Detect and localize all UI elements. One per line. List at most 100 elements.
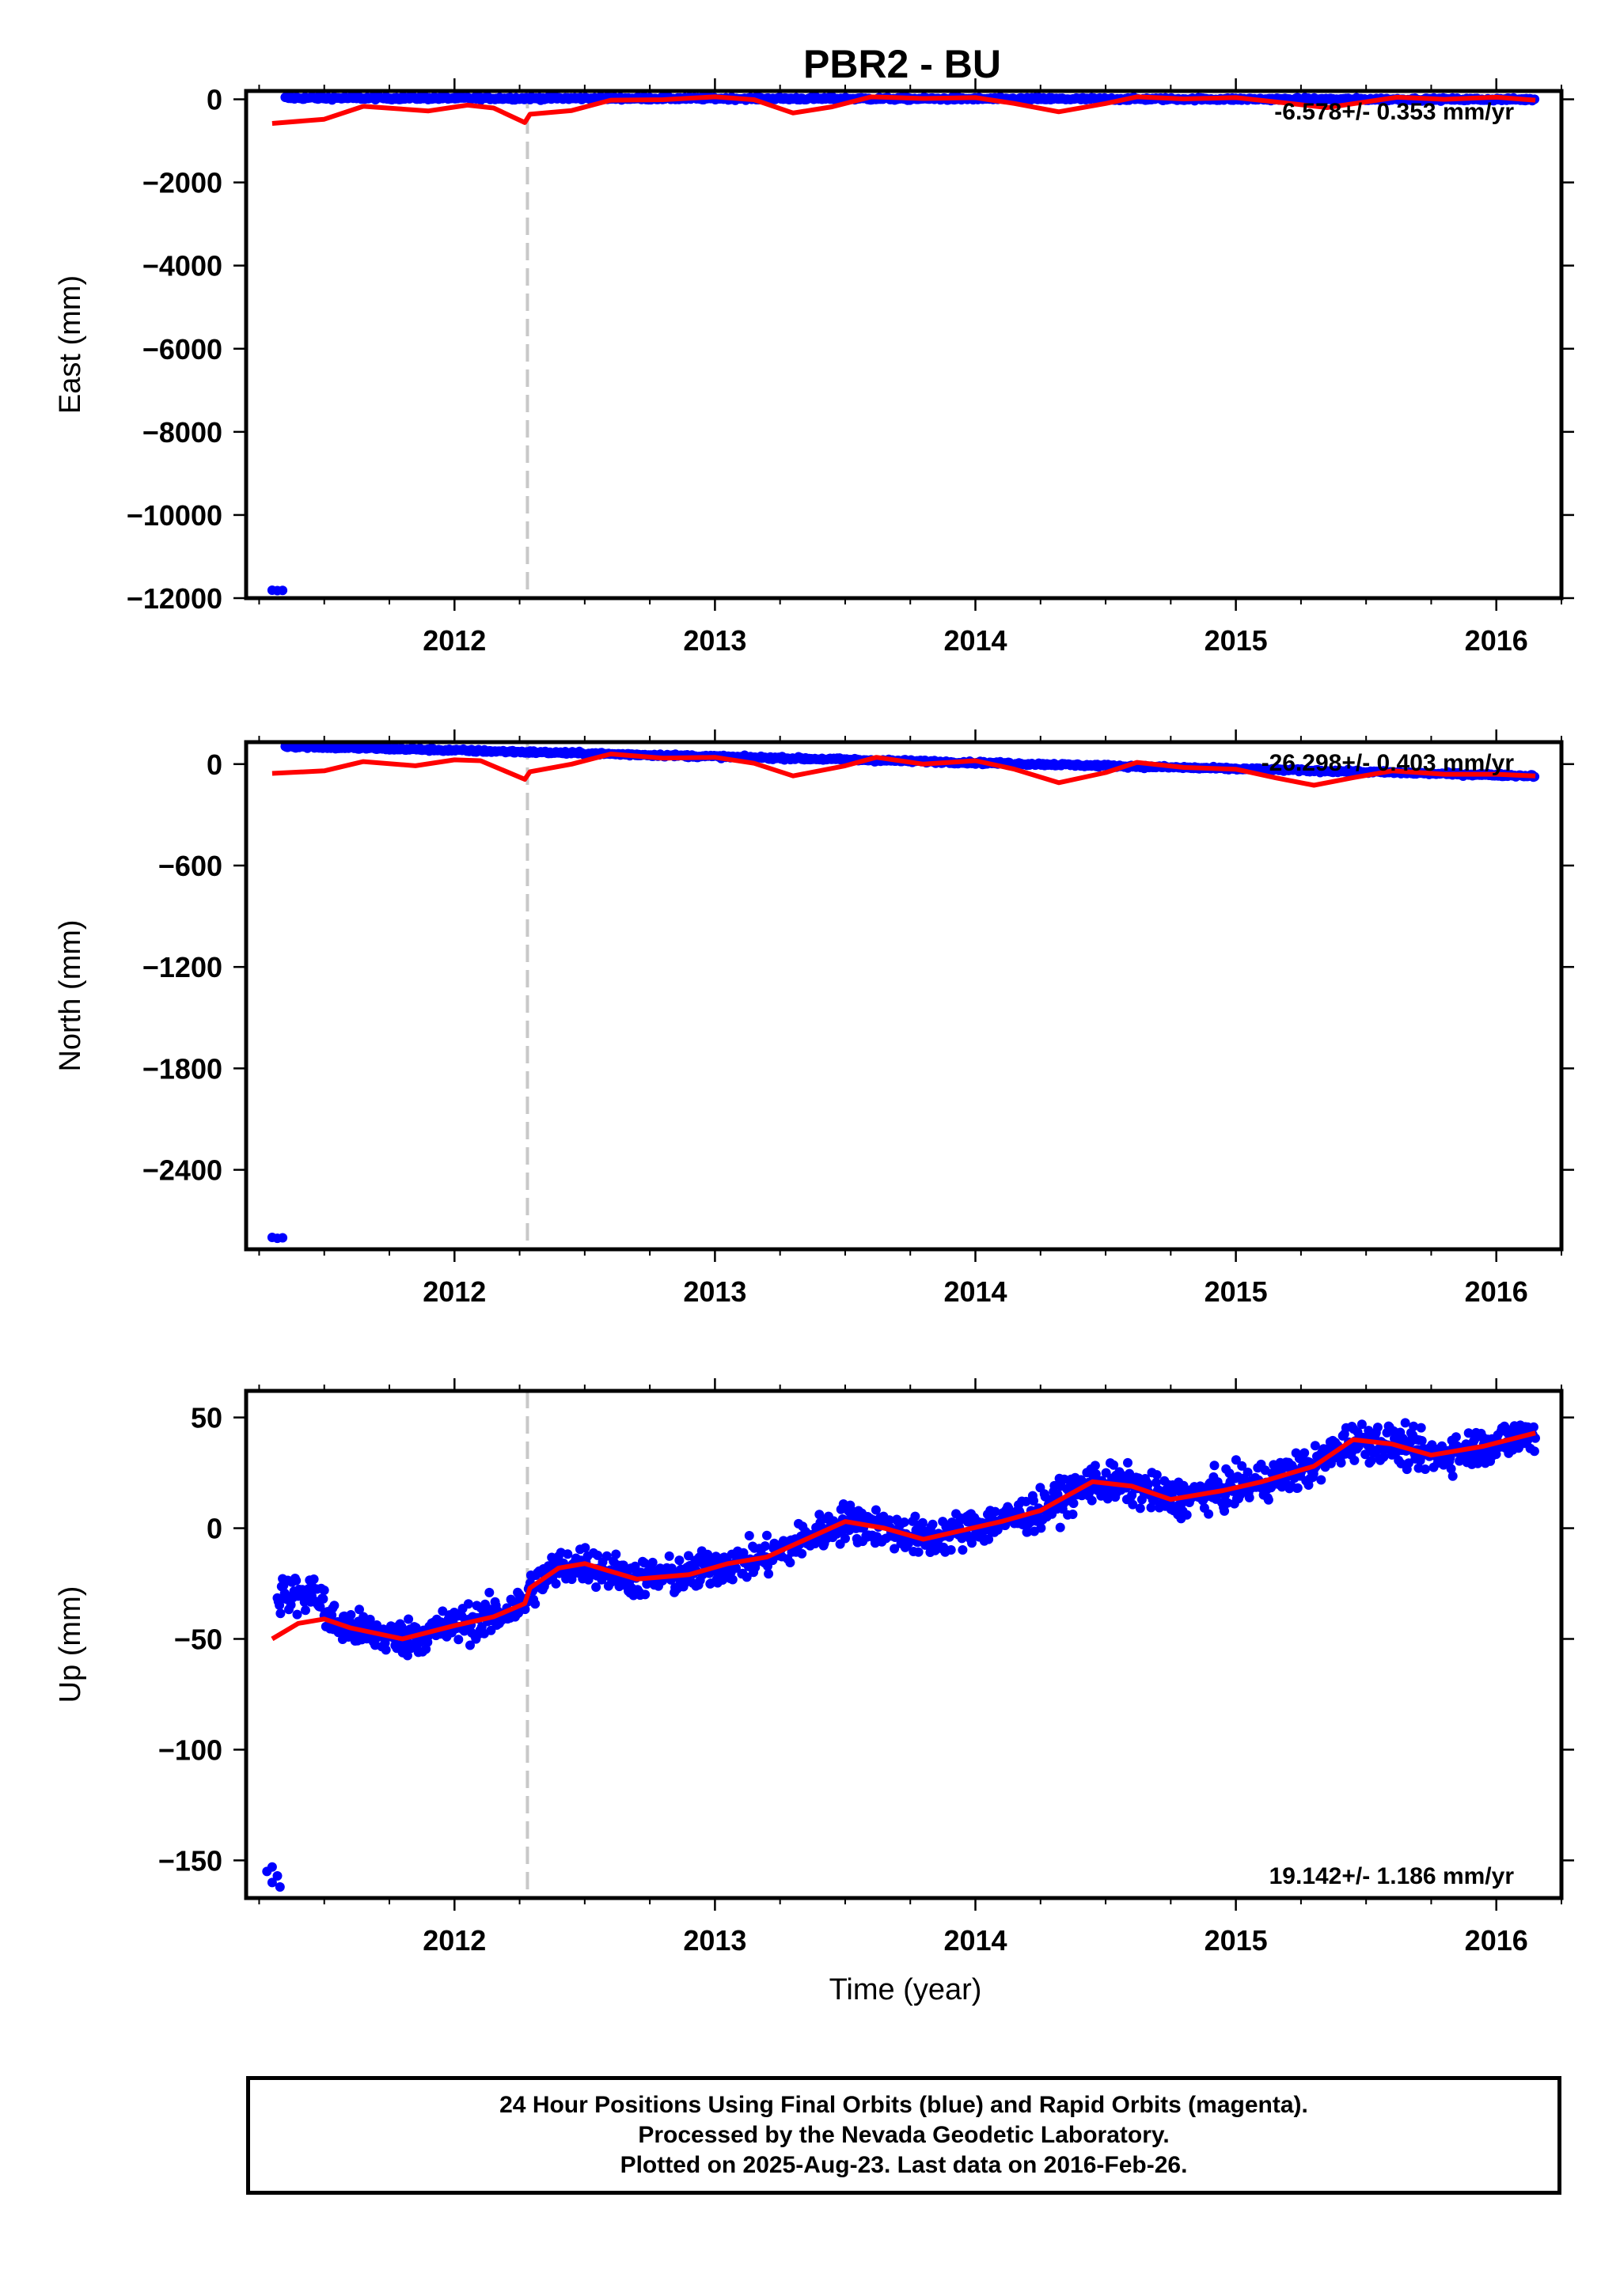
data-point — [1420, 1464, 1430, 1474]
data-point — [1400, 1418, 1410, 1428]
data-point — [530, 1599, 541, 1609]
data-point — [1090, 1461, 1100, 1471]
data-point — [1316, 1475, 1326, 1485]
data-point — [1336, 1457, 1346, 1468]
data-point — [1416, 1423, 1426, 1433]
data-point — [731, 1563, 741, 1573]
data-point — [647, 1557, 658, 1567]
x-tick-label: 2014 — [943, 1275, 1007, 1308]
figure-title: PBR2 - BU — [803, 42, 1001, 86]
outlier-point — [278, 1233, 288, 1243]
data-point — [1360, 1449, 1371, 1460]
data-point — [762, 1530, 772, 1540]
x-axis-label: Time (year) — [829, 1973, 982, 2006]
x-tick-label: 2013 — [683, 624, 746, 657]
x-tick-label: 2016 — [1465, 624, 1528, 657]
data-point — [329, 1601, 340, 1611]
data-point — [1109, 1460, 1119, 1470]
data-point — [1446, 1464, 1456, 1474]
data-point — [1528, 1422, 1538, 1432]
data-point — [1356, 1419, 1367, 1430]
data-point — [814, 1510, 825, 1520]
panels: 2012 2013 2014 2015 20160−2000−4000−6000−800… — [54, 78, 1574, 1957]
data-point — [563, 1549, 573, 1559]
data-point — [1243, 1467, 1253, 1477]
data-point — [764, 1569, 774, 1579]
data-point — [1182, 1510, 1192, 1520]
data-point — [1447, 1471, 1458, 1481]
x-tick-label: 2013 — [683, 1275, 746, 1308]
plot-area — [262, 1391, 1540, 1898]
data-point — [760, 1541, 770, 1552]
data-point — [727, 1574, 738, 1585]
x-tick-label: 2015 — [1205, 624, 1268, 657]
data-point — [1366, 1456, 1376, 1466]
outlier-point — [267, 1877, 277, 1888]
data-point — [1029, 1495, 1038, 1506]
outlier-point — [275, 1882, 285, 1892]
model-curve — [271, 752, 1536, 788]
y-tick-label: −12000 — [127, 582, 222, 615]
data-point — [1151, 1470, 1162, 1480]
x-tick-label: 2012 — [423, 1275, 486, 1308]
x-tick-label: 2015 — [1205, 1275, 1268, 1308]
y-tick-label: −8000 — [142, 416, 222, 449]
data-point — [1151, 1478, 1161, 1488]
y-tick-label: −6000 — [142, 333, 222, 366]
model-curve — [271, 1430, 1536, 1642]
data-point — [1146, 1502, 1156, 1513]
y-axis-label: East (mm) — [54, 275, 87, 414]
data-point — [1463, 1428, 1474, 1438]
data-point — [275, 1600, 285, 1610]
data-point — [319, 1586, 329, 1595]
data-point — [1053, 1489, 1063, 1499]
data-point — [593, 1550, 603, 1560]
y-tick-label: −2400 — [142, 1154, 222, 1187]
data-point — [742, 1572, 752, 1582]
data-point — [1299, 1448, 1310, 1458]
data-point — [1263, 1495, 1273, 1505]
data-point — [684, 1551, 693, 1561]
data-point — [917, 1517, 928, 1528]
data-point — [286, 1600, 296, 1610]
panel-east: 2012 2013 2014 2015 2016 0 −2000 −4000 −6000 −800… — [54, 78, 1574, 657]
data-points — [267, 91, 1540, 596]
data-point — [1231, 1455, 1241, 1465]
outlier-point — [278, 585, 288, 596]
data-point — [365, 1614, 375, 1624]
data-point — [1292, 1483, 1303, 1493]
y-tick-label: −1200 — [142, 951, 222, 983]
x-tick-label: 2014 — [943, 1924, 1007, 1957]
data-point — [785, 1558, 795, 1567]
x-tick-label: 2016 — [1465, 1275, 1528, 1308]
y-tick-label: −150 — [158, 1844, 222, 1877]
data-point — [871, 1505, 881, 1515]
data-point — [1491, 1449, 1501, 1460]
data-point — [1398, 1434, 1408, 1443]
data-points — [262, 1418, 1540, 1892]
data-point — [591, 1582, 601, 1592]
y-axis-label: Up (mm) — [54, 1586, 87, 1703]
footer-line-1: 24 Hour Positions Using Final Orbits (bl… — [499, 2092, 1308, 2118]
data-point — [744, 1531, 754, 1540]
data-point — [1209, 1461, 1220, 1471]
data-point — [327, 1610, 337, 1620]
data-point — [984, 1534, 994, 1544]
x-tick-label: 2014 — [943, 624, 1007, 657]
data-point — [884, 1515, 894, 1525]
data-point — [1244, 1492, 1254, 1502]
data-point — [711, 1552, 721, 1562]
data-point — [275, 1608, 286, 1619]
data-point — [551, 1578, 561, 1589]
panel-frame — [244, 740, 1564, 1252]
data-point — [797, 1548, 807, 1559]
data-point — [309, 1574, 319, 1584]
rate-label: -26.298+/- 0.403 mm/yr — [1261, 750, 1515, 776]
y-tick-label: 50 — [191, 1402, 222, 1434]
data-point — [1379, 1452, 1389, 1462]
data-point — [1220, 1506, 1230, 1516]
data-point — [465, 1640, 475, 1650]
model-curve — [271, 94, 1536, 126]
x-tick-label: 2012 — [423, 1924, 486, 1957]
